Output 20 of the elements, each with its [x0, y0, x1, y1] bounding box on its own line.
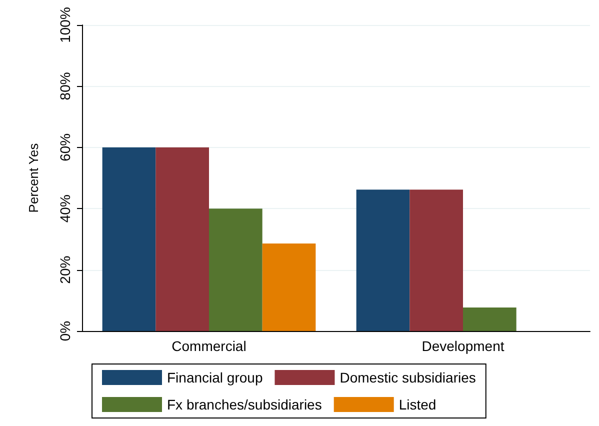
bar — [356, 190, 410, 331]
bar — [156, 147, 209, 331]
bar — [410, 190, 463, 331]
y-tick-label: 60% — [57, 133, 73, 162]
bar — [209, 208, 262, 331]
bar — [463, 307, 516, 331]
y-tick-label: 100% — [57, 7, 73, 43]
legend-label: Listed — [398, 396, 436, 412]
x-tick-label: Commercial — [172, 338, 246, 354]
bar — [262, 243, 316, 331]
legend-label: Financial group — [167, 370, 263, 386]
y-axis-title: Percent Yes — [26, 142, 41, 213]
x-tick-label: Development — [422, 338, 504, 354]
y-tick-label: 0% — [57, 320, 73, 342]
legend-label: Domestic subsidiaries — [340, 370, 476, 386]
bar — [102, 147, 156, 331]
y-tick-label: 20% — [57, 256, 73, 284]
legend-label: Fx branches/subsidiaries — [167, 396, 322, 412]
y-tick-label: 40% — [57, 194, 73, 223]
y-tick-label: 80% — [57, 72, 73, 100]
